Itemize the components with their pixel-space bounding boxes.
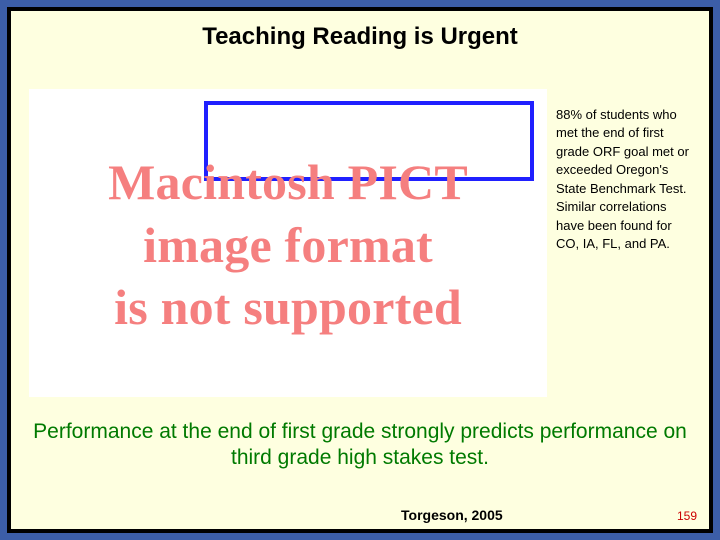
slide-outer: Teaching Reading is Urgent Macintosh PIC…	[0, 0, 720, 540]
slide-title: Teaching Reading is Urgent	[11, 23, 709, 51]
pict-error-message: Macintosh PICT image format is not suppo…	[29, 151, 547, 339]
pict-line-3: is not supported	[29, 276, 547, 339]
caption-text: 88% of students who met the end of first…	[556, 106, 696, 254]
image-placeholder-panel: Macintosh PICT image format is not suppo…	[29, 89, 547, 397]
slide-border: Teaching Reading is Urgent Macintosh PIC…	[7, 7, 713, 533]
bottom-summary-text: Performance at the end of first grade st…	[33, 419, 687, 472]
page-number: 159	[677, 509, 697, 523]
citation-text: Torgeson, 2005	[401, 507, 503, 523]
pict-line-2: image format	[29, 214, 547, 277]
pict-line-1: Macintosh PICT	[29, 151, 547, 214]
slide-inner: Teaching Reading is Urgent Macintosh PIC…	[11, 11, 709, 529]
